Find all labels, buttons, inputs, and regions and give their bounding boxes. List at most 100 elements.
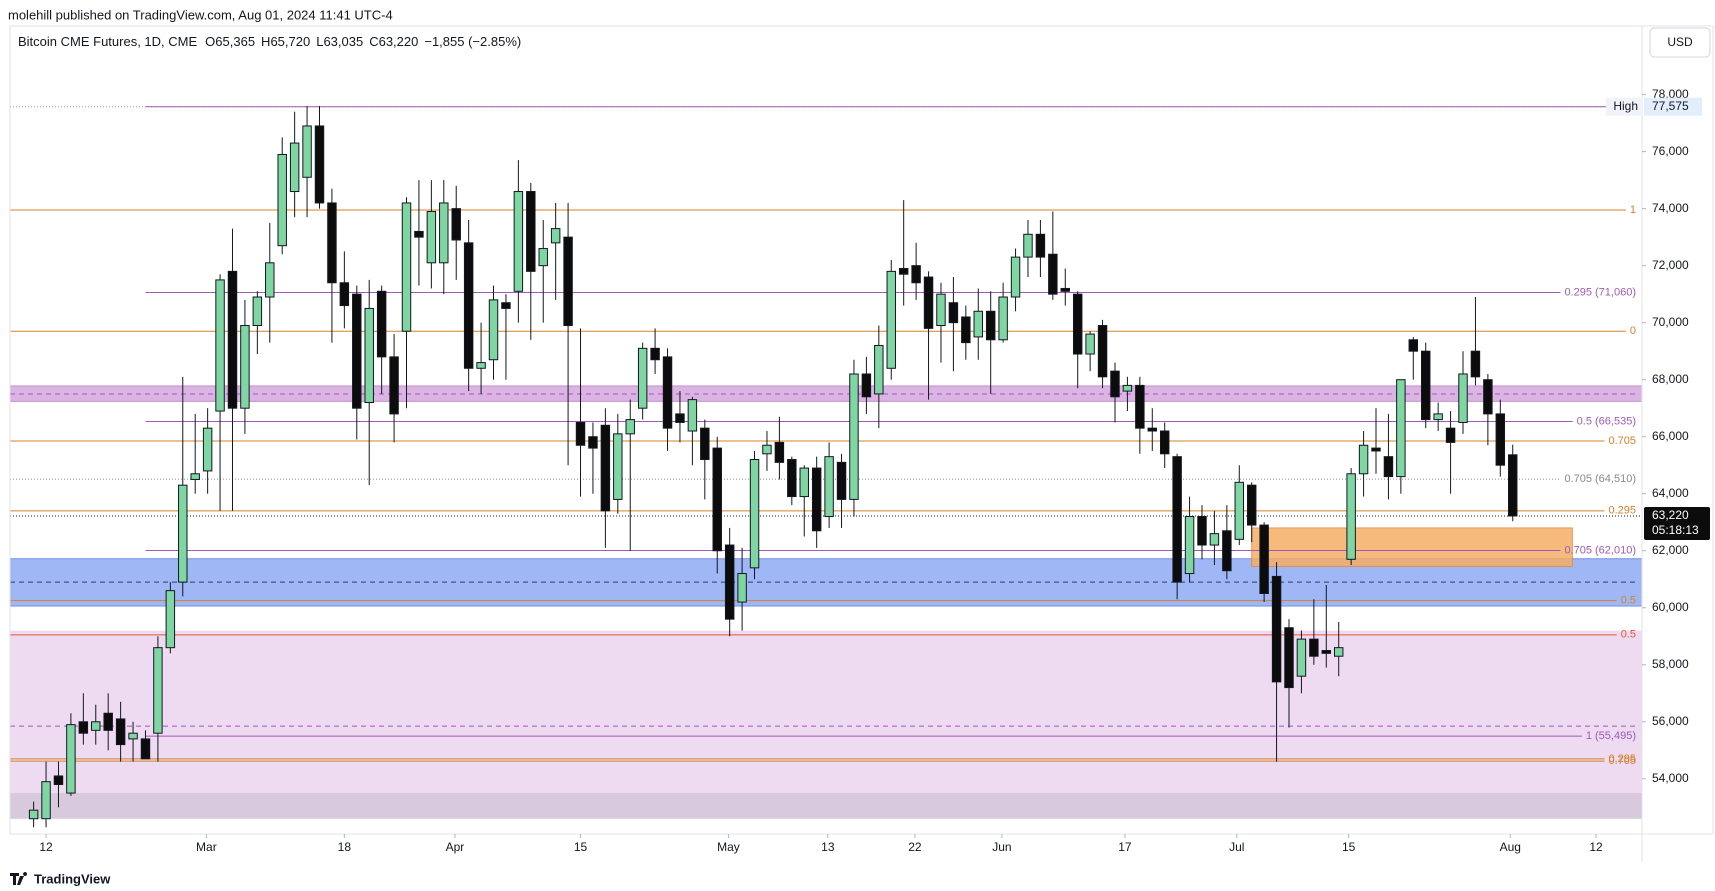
level-label: 1 <box>1630 204 1636 216</box>
candle-body <box>650 347 660 361</box>
y-tick-label: 72,000 <box>1652 258 1689 272</box>
candle-body <box>1483 379 1493 415</box>
candle-body <box>1296 638 1307 677</box>
candle-body <box>600 424 611 512</box>
candle-body <box>712 447 722 552</box>
level-label: 0.705 (62,010) <box>1564 544 1636 556</box>
candle-body <box>948 302 959 324</box>
candle-body <box>1060 287 1070 292</box>
candle-body <box>389 356 399 415</box>
candle-body <box>824 456 834 518</box>
candle-body <box>1110 370 1120 398</box>
candle-body <box>1159 430 1170 455</box>
candle-body <box>799 467 809 498</box>
candle-body <box>1333 647 1344 657</box>
candle-body <box>252 296 263 327</box>
level-label: 0.5 <box>1621 629 1636 641</box>
level-label: 0.295 (71,060) <box>1564 286 1636 298</box>
change: −1,855 (−2.85%) <box>424 34 521 49</box>
x-tick-label: 12 <box>39 840 53 854</box>
summary-key: L <box>316 34 323 49</box>
candle-body <box>836 461 847 500</box>
logo-icon <box>10 872 28 885</box>
candle-body <box>91 721 101 731</box>
logo: TradingView <box>10 871 111 886</box>
candle-body <box>588 436 598 449</box>
summary-value: 63,035 <box>323 34 363 49</box>
y-tick-label: 68,000 <box>1652 372 1689 386</box>
candle-body <box>1222 530 1232 572</box>
candle-body <box>1508 454 1518 517</box>
x-tick-label: 12 <box>1589 840 1603 854</box>
candle-body <box>911 265 921 284</box>
candle-body <box>1458 373 1468 423</box>
summary-key: C <box>369 34 378 49</box>
candle-body <box>1445 427 1456 443</box>
candle-body <box>190 473 200 480</box>
candle-body <box>898 268 909 275</box>
candle-body <box>178 484 188 583</box>
candle-body <box>575 421 586 446</box>
level-label: 1 (55,495) <box>1586 730 1636 742</box>
candle-body <box>513 191 524 292</box>
candle-body <box>1371 447 1381 452</box>
candle-body <box>476 362 486 369</box>
candle-body <box>1433 413 1443 421</box>
candle-body <box>376 290 387 358</box>
candle-body <box>861 373 872 398</box>
candle-body <box>302 125 312 178</box>
currency-button[interactable] <box>1649 27 1711 58</box>
candle-body <box>1271 575 1282 683</box>
candle-body <box>1122 384 1133 392</box>
y-tick-label: 56,000 <box>1652 714 1689 728</box>
candle-body <box>1184 516 1195 575</box>
candle-body <box>1396 379 1406 478</box>
level-label: 0.295 <box>1608 753 1636 765</box>
candle-body <box>637 347 648 409</box>
candle-body <box>1495 413 1506 466</box>
candle-body <box>749 459 760 569</box>
candle-body <box>675 413 685 423</box>
candle-body <box>811 467 822 532</box>
candles <box>28 106 1518 828</box>
candle-body <box>1234 481 1245 540</box>
y-tick-label: 76,000 <box>1652 144 1689 158</box>
candle-body <box>1321 650 1332 654</box>
y-tick-label: 60,000 <box>1652 600 1689 614</box>
candle-body <box>364 307 374 403</box>
x-tick-label: 17 <box>1118 840 1132 854</box>
candle-body <box>1048 253 1058 295</box>
candle-body <box>1085 333 1095 355</box>
candle-body <box>1358 444 1369 475</box>
candle-body <box>1346 473 1356 560</box>
candle-body <box>985 310 996 341</box>
candle-body <box>1172 456 1182 583</box>
level-label: 0 <box>1630 325 1636 337</box>
candle-body <box>1383 456 1394 478</box>
candle-body <box>874 344 884 395</box>
summary-key: O <box>205 34 215 49</box>
candle-body <box>1147 427 1158 432</box>
summary-value: 65,365 <box>215 34 255 49</box>
candle-body <box>1035 233 1046 258</box>
high-tag-bg <box>1606 97 1642 116</box>
candle-body <box>488 299 499 361</box>
candle-body <box>451 208 461 241</box>
x-tick-label: 18 <box>338 840 352 854</box>
y-tick-label: 66,000 <box>1652 429 1689 443</box>
high-price-label: 77,575 <box>1652 99 1689 113</box>
candle-body <box>53 775 64 786</box>
candle-body <box>563 236 573 327</box>
candle-body <box>1408 339 1419 352</box>
candle-body <box>28 809 39 820</box>
y-tick-label: 58,000 <box>1652 657 1689 671</box>
candle-body <box>140 738 151 760</box>
candle-body <box>1072 293 1083 355</box>
candle-body <box>115 718 126 746</box>
high-price-tag <box>1644 97 1702 116</box>
x-tick-label: Aug <box>1500 840 1521 854</box>
candle-body <box>352 293 362 409</box>
countdown: 05:18:13 <box>1652 523 1699 537</box>
candle-body <box>923 276 934 329</box>
candle-body <box>849 373 859 500</box>
